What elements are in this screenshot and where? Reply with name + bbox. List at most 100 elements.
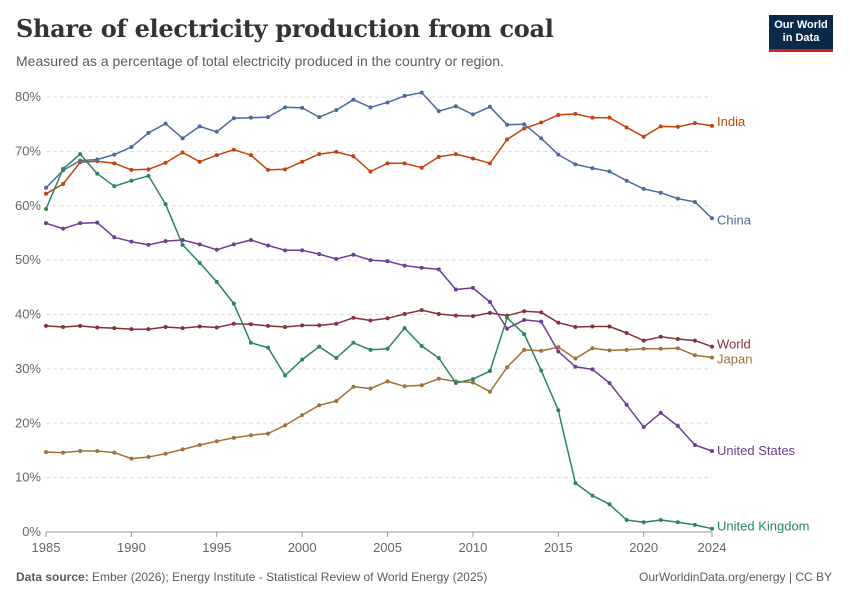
data-point-united-states[interactable] <box>248 238 253 243</box>
data-point-united-kingdom[interactable] <box>539 368 544 373</box>
data-point-india[interactable] <box>641 134 646 139</box>
data-point-world[interactable] <box>522 309 527 314</box>
data-point-india[interactable] <box>317 152 322 157</box>
data-point-india[interactable] <box>522 126 527 131</box>
series-label-china[interactable]: China <box>717 212 752 227</box>
data-point-china[interactable] <box>402 93 407 98</box>
data-point-world[interactable] <box>351 315 356 320</box>
data-point-china[interactable] <box>505 122 510 127</box>
data-point-china[interactable] <box>248 115 253 120</box>
data-point-united-states[interactable] <box>556 349 561 354</box>
data-point-united-states[interactable] <box>112 235 117 240</box>
data-point-world[interactable] <box>470 314 475 319</box>
data-point-world[interactable] <box>539 310 544 315</box>
data-point-united-kingdom[interactable] <box>385 346 390 351</box>
data-point-united-kingdom[interactable] <box>231 301 236 306</box>
data-point-world[interactable] <box>300 323 305 328</box>
data-point-japan[interactable] <box>163 451 168 456</box>
data-point-united-kingdom[interactable] <box>522 332 527 337</box>
data-point-world[interactable] <box>334 321 339 326</box>
data-point-japan[interactable] <box>317 403 322 408</box>
data-point-japan[interactable] <box>112 450 117 455</box>
data-point-united-kingdom[interactable] <box>44 207 48 212</box>
data-point-world[interactable] <box>231 321 236 326</box>
data-point-japan[interactable] <box>675 346 680 351</box>
data-point-india[interactable] <box>300 159 305 164</box>
data-point-united-kingdom[interactable] <box>436 356 441 360</box>
data-point-world[interactable] <box>146 327 151 332</box>
data-point-china[interactable] <box>44 185 48 190</box>
data-point-japan[interactable] <box>266 431 270 436</box>
data-point-india[interactable] <box>197 159 202 164</box>
data-point-india[interactable] <box>214 153 219 158</box>
data-point-world[interactable] <box>573 325 578 330</box>
data-point-united-states[interactable] <box>710 448 714 453</box>
data-point-united-states[interactable] <box>368 258 373 263</box>
data-point-japan[interactable] <box>180 447 185 452</box>
data-point-united-kingdom[interactable] <box>351 340 356 345</box>
data-point-japan[interactable] <box>419 383 424 388</box>
data-point-japan[interactable] <box>556 345 561 350</box>
data-point-united-kingdom[interactable] <box>95 171 100 176</box>
data-point-world[interactable] <box>488 310 492 315</box>
data-point-china[interactable] <box>112 152 117 157</box>
data-point-china[interactable] <box>146 130 151 135</box>
series-label-world[interactable]: World <box>717 337 751 352</box>
data-point-world[interactable] <box>214 325 219 330</box>
data-point-china[interactable] <box>214 129 219 134</box>
data-point-india[interactable] <box>624 125 629 130</box>
data-point-world[interactable] <box>266 323 270 328</box>
data-point-united-states[interactable] <box>453 287 458 292</box>
data-point-united-states[interactable] <box>334 257 339 262</box>
data-point-china[interactable] <box>692 199 697 204</box>
data-point-japan[interactable] <box>658 346 663 351</box>
data-point-india[interactable] <box>266 167 270 172</box>
data-point-united-states[interactable] <box>522 317 527 322</box>
data-point-japan[interactable] <box>78 448 83 453</box>
data-point-japan[interactable] <box>231 435 236 440</box>
data-point-world[interactable] <box>641 338 646 343</box>
data-point-united-kingdom[interactable] <box>505 315 510 320</box>
data-point-united-kingdom[interactable] <box>692 522 697 527</box>
data-point-india[interactable] <box>470 156 475 161</box>
data-point-united-kingdom[interactable] <box>197 260 202 265</box>
data-point-united-kingdom[interactable] <box>419 344 424 349</box>
data-point-india[interactable] <box>334 149 339 154</box>
data-point-united-kingdom[interactable] <box>368 347 373 352</box>
data-point-india[interactable] <box>180 150 185 155</box>
data-point-india[interactable] <box>692 121 697 126</box>
data-point-japan[interactable] <box>351 384 356 389</box>
data-point-japan[interactable] <box>402 384 407 389</box>
data-point-world[interactable] <box>78 323 83 328</box>
data-point-japan[interactable] <box>95 448 100 453</box>
data-point-china[interactable] <box>163 121 168 126</box>
data-point-united-kingdom[interactable] <box>248 340 253 345</box>
data-point-india[interactable] <box>402 161 407 166</box>
data-point-united-kingdom[interactable] <box>453 381 458 386</box>
data-point-japan[interactable] <box>248 433 253 438</box>
data-point-united-kingdom[interactable] <box>607 502 612 507</box>
data-point-united-kingdom[interactable] <box>78 152 83 157</box>
data-point-united-kingdom[interactable] <box>470 377 475 382</box>
data-point-japan[interactable] <box>710 355 714 360</box>
data-point-world[interactable] <box>453 313 458 318</box>
data-point-world[interactable] <box>129 327 134 332</box>
data-point-united-states[interactable] <box>231 242 236 247</box>
series-line-japan[interactable] <box>45 346 713 460</box>
data-point-united-states[interactable] <box>505 326 510 331</box>
data-point-united-states[interactable] <box>488 299 492 304</box>
data-point-china[interactable] <box>231 116 236 121</box>
data-point-united-states[interactable] <box>317 252 322 257</box>
data-point-china[interactable] <box>300 105 305 110</box>
data-point-united-kingdom[interactable] <box>658 518 663 523</box>
data-point-world[interactable] <box>710 344 714 349</box>
data-point-japan[interactable] <box>505 365 510 370</box>
data-point-united-kingdom[interactable] <box>710 526 714 531</box>
series-line-india[interactable] <box>45 113 713 195</box>
data-point-china[interactable] <box>95 157 100 162</box>
data-point-world[interactable] <box>590 324 595 329</box>
data-point-world[interactable] <box>197 324 202 329</box>
data-point-india[interactable] <box>248 153 253 158</box>
data-point-united-states[interactable] <box>214 247 219 252</box>
series-line-china[interactable] <box>45 91 713 219</box>
